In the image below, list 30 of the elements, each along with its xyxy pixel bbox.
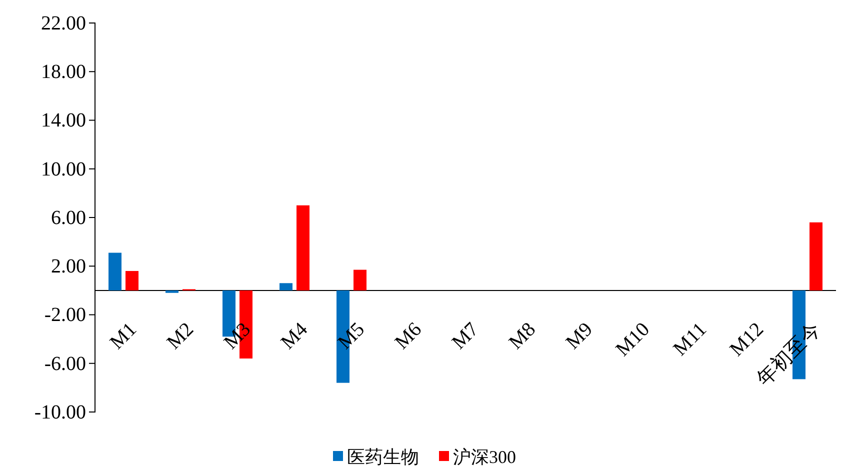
y-tick-label: 22.00 <box>41 12 86 34</box>
x-tick-label: M4 <box>276 318 312 354</box>
x-tick-label: M10 <box>612 318 654 361</box>
x-tick-label: M5 <box>334 318 370 354</box>
bar <box>810 222 822 290</box>
legend-label: 沪深300 <box>453 447 516 467</box>
bar <box>354 270 366 290</box>
y-tick-label: 2.00 <box>51 256 86 278</box>
x-tick-label: M11 <box>669 318 712 360</box>
y-tick-label: 18.00 <box>41 61 86 84</box>
x-tick-label: M2 <box>162 318 198 354</box>
y-tick-label: 10.00 <box>41 158 86 180</box>
x-tick-label: M3 <box>220 318 256 354</box>
x-tick-label: M1 <box>106 318 142 354</box>
bar <box>296 205 310 290</box>
y-tick-label: 6.00 <box>51 206 86 229</box>
bar <box>166 290 178 293</box>
x-tick-label: M12 <box>726 318 768 361</box>
y-tick-label: 14.00 <box>41 110 86 132</box>
y-tick-label: -2.00 <box>44 304 86 326</box>
x-tick-label: M9 <box>562 318 598 354</box>
x-tick-label: M7 <box>448 318 484 354</box>
x-tick-label: M6 <box>390 318 426 354</box>
bar <box>108 252 122 290</box>
bar <box>126 270 138 290</box>
legend-label: 医药生物 <box>347 447 419 467</box>
y-tick-label: -6.00 <box>44 352 86 375</box>
y-tick-label: -10.00 <box>34 401 86 424</box>
bar <box>280 283 292 290</box>
x-tick-label: M8 <box>504 318 540 354</box>
